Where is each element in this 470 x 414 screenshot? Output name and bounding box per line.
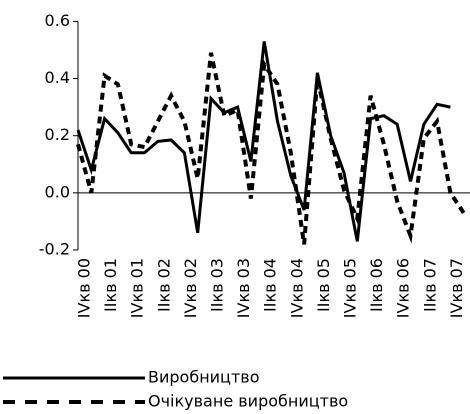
series-line: [76, 52, 466, 245]
x-tick-label: IIкв 06: [367, 258, 386, 312]
y-tick-label: 0.0: [45, 182, 70, 201]
x-tick-label: IIкв 03: [208, 258, 227, 312]
x-tick-label: IIкв 01: [101, 258, 120, 312]
x-tick-label: IIкв 05: [314, 258, 333, 312]
x-tick-label: IVкв 00: [75, 258, 94, 318]
x-tick-label: IVкв 01: [128, 258, 147, 318]
x-tick-label: IVкв 07: [447, 258, 466, 318]
x-tick-label: IIкв 07: [420, 258, 439, 312]
series-line: [76, 41, 451, 242]
x-tick-label: IVкв 02: [181, 258, 200, 318]
y-tick-label: -0.2: [39, 240, 70, 259]
y-tick-label: 0.4: [45, 68, 70, 87]
x-tick-label: IVкв 04: [287, 258, 306, 318]
y-tick-label: 0.2: [45, 125, 70, 144]
x-tick-label: IVкв 06: [394, 258, 413, 318]
legend-label: Виробництво: [148, 368, 259, 387]
x-tick-label: IIкв 02: [154, 258, 173, 312]
x-tick-label: IVкв 05: [341, 258, 360, 318]
legend-label: Очікуване виробництво: [148, 392, 348, 411]
y-tick-label: 0.6: [45, 11, 70, 30]
x-tick-label: IVкв 03: [234, 258, 253, 318]
x-tick-label: IIкв 04: [261, 258, 280, 312]
